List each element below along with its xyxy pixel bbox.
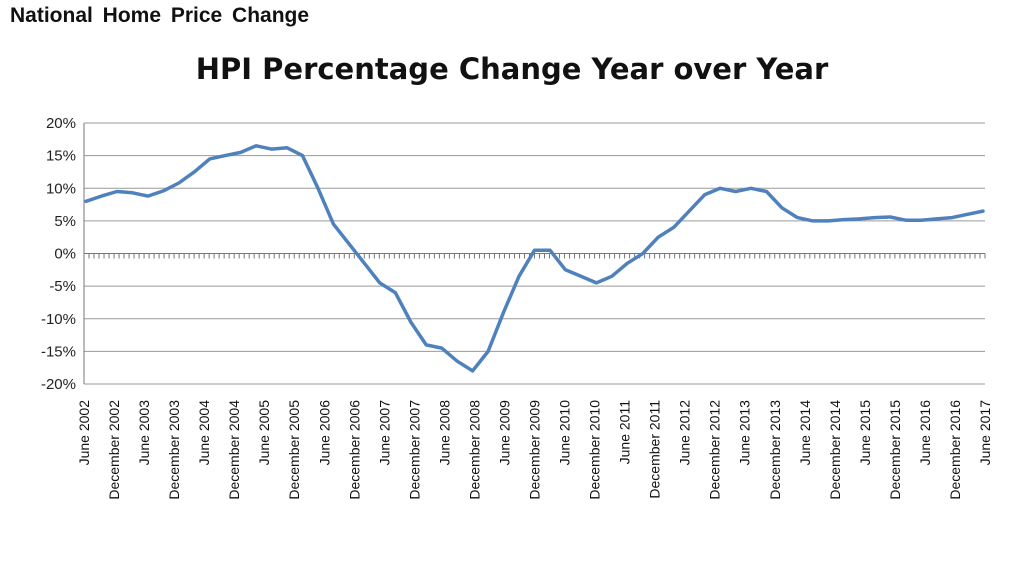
x-tick-label: June 2017 [977,400,993,466]
x-tick-label: December 2008 [466,400,482,500]
x-tick-label: December 2010 [587,400,603,500]
x-tick-label: December 2013 [767,400,783,500]
x-tick-label: June 2010 [557,400,573,466]
x-tick-labels: June 2002 December 2002 June 2003 December … [76,400,993,500]
x-tick-label: June 2014 [797,400,813,466]
x-tick-label: December 2012 [707,400,723,500]
x-tick-label: December 2004 [226,400,242,500]
series-line [84,144,985,373]
x-tick-label: June 2002 [76,400,92,466]
x-tick-label: June 2009 [496,400,512,466]
x-tick-label: December 2006 [346,400,362,500]
y-tick-label: 5% [54,213,76,230]
x-tick-label: June 2015 [857,400,873,466]
x-tick-label: December 2009 [527,400,543,500]
y-tick-label: 10% [46,180,76,197]
chart-title: HPI Percentage Change Year over Year [195,52,829,86]
x-tick-label: December 2015 [887,400,903,500]
y-tick-label: 20% [46,115,76,132]
x-tick-label: June 2007 [376,400,392,466]
x-tick-label: December 2003 [166,400,182,500]
y-tick-label: -5% [49,278,76,295]
x-tick-label: June 2011 [617,400,633,465]
x-tick-label: June 2006 [316,400,332,466]
gridlines [84,122,985,385]
x-tick-label: December 2007 [406,400,422,500]
y-tick-label: -15% [41,343,76,360]
axes [83,123,986,384]
x-tick-label: December 2011 [647,400,663,499]
y-tick-labels: 20% 15% 10% 5% 0% -5% -10% -15% -20% [41,115,76,393]
x-tick-label: December 2014 [827,400,843,500]
y-tick-label: -10% [41,311,76,328]
x-tick-label: December 2002 [106,400,122,500]
y-tick-label: 0% [54,246,76,263]
header-title: National Home Price Change [10,4,310,27]
x-tick-label: June 2012 [677,400,693,466]
x-tick-label: December 2005 [286,400,302,500]
x-tick-label: June 2013 [737,400,753,466]
y-tick-label: 15% [46,148,76,165]
x-tick-label: June 2005 [256,400,272,466]
x-tick-label: June 2016 [917,400,933,466]
x-tick-label: June 2003 [136,400,152,466]
y-tick-label: -20% [41,376,76,393]
series-layer [84,144,985,373]
x-tick-label: December 2016 [947,400,963,500]
x-tick-label: June 2004 [196,400,212,466]
x-tick-label: June 2008 [436,400,452,466]
